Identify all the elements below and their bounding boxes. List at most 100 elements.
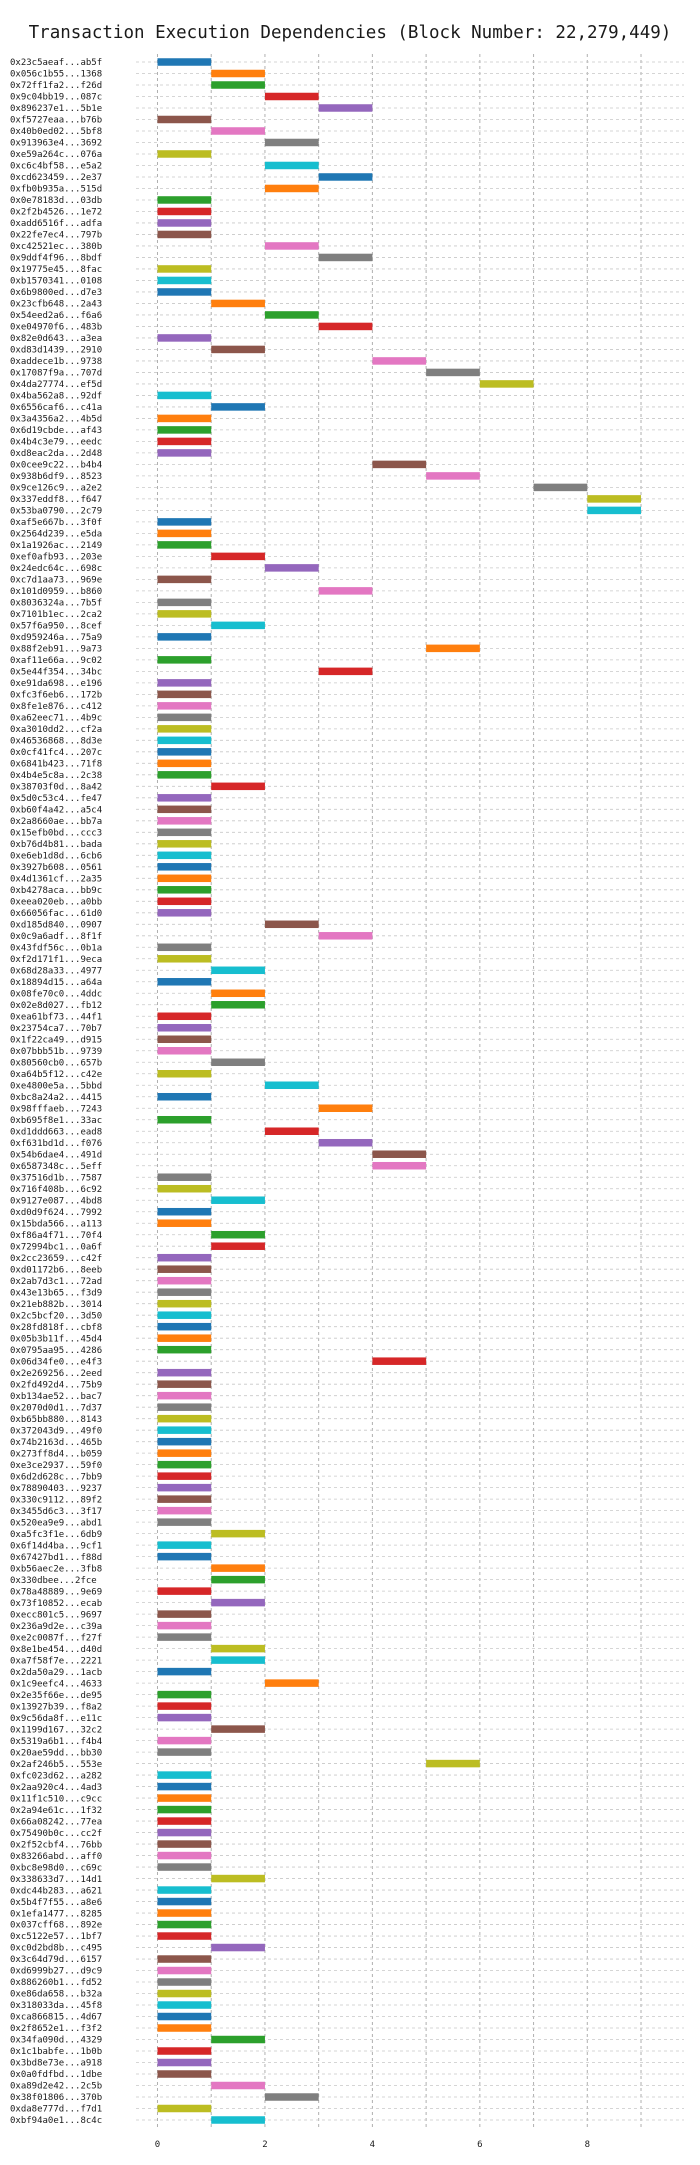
transaction-bar	[157, 1621, 212, 1630]
transaction-label: 0x7101b1ec...2ca2	[10, 610, 102, 620]
transaction-label: 0x3927b608...0561	[10, 863, 102, 873]
transaction-label: 0xc7d1aa73...969e	[10, 576, 102, 586]
transaction-label: 0x2564d239...e5da	[10, 530, 102, 540]
transaction-bar	[211, 1230, 265, 1239]
transaction-label: 0xbc8a24a2...4415	[10, 1093, 102, 1103]
transaction-label: 0xbf94a0e1...8c4c	[10, 2116, 102, 2126]
tick-layer: 0 2 4 6 8	[155, 2140, 590, 2150]
transaction-bar	[157, 1897, 212, 1906]
transaction-bar	[426, 368, 480, 377]
transaction-bar	[426, 644, 480, 653]
transaction-label: 0xb4278aca...bb9c	[10, 886, 102, 896]
transaction-label: 0xb134ae52...bac7	[10, 1392, 102, 1402]
transaction-bar	[157, 909, 212, 917]
transaction-label: 0xdc44b283...a621	[10, 1886, 102, 1896]
transaction-bar	[587, 495, 642, 503]
x-tick-label: 2	[262, 2140, 267, 2150]
transaction-bar	[157, 2058, 212, 2067]
transaction-bar	[157, 633, 212, 641]
transaction-bar	[157, 230, 212, 239]
transaction-label: 0x23c5aeaf...ab5f	[10, 58, 102, 68]
transaction-bar	[157, 1265, 212, 1273]
transaction-bar	[157, 2024, 212, 2032]
transaction-label: 0x06d34fe0...e4f3	[10, 1357, 102, 1367]
transaction-label: 0x3a4356a2...4b5d	[10, 415, 102, 425]
transaction-label: 0x66a08242...77ea	[10, 1817, 102, 1827]
transaction-label: 0x6587348c...5eff	[10, 1162, 102, 1172]
transaction-bar	[157, 1495, 212, 1503]
transaction-bar	[157, 725, 212, 733]
transaction-bar	[211, 966, 265, 975]
transaction-label: 0xf2d171f1...9eca	[10, 955, 102, 965]
transaction-bar	[318, 1138, 373, 1147]
transaction-bar	[157, 437, 212, 446]
transaction-bar	[157, 2001, 212, 2009]
transaction-bar	[211, 1058, 265, 1067]
transaction-bar	[157, 1978, 212, 1986]
transaction-label: 0xe2c0087f...f27f	[10, 1633, 102, 1643]
transaction-label: 0xd959246a...75a9	[10, 633, 102, 643]
transaction-bar	[318, 104, 373, 112]
transaction-bar	[157, 1989, 212, 1998]
transaction-label: 0x67427bd1...f88d	[10, 1553, 102, 1563]
transaction-bar	[157, 196, 212, 204]
transaction-bar	[211, 621, 265, 630]
transaction-label: 0x4ba562a8...92df	[10, 392, 102, 402]
transaction-bar	[372, 1357, 427, 1365]
transaction-label: 0x6b9800ed...d7e3	[10, 288, 102, 298]
transaction-bar	[157, 334, 212, 342]
transaction-bar	[264, 184, 319, 193]
transaction-bar	[157, 1092, 212, 1101]
transaction-bar	[211, 1529, 265, 1538]
transaction-bar	[157, 2012, 212, 2021]
transaction-label: 0x2070d0d1...7d37	[10, 1403, 102, 1413]
transaction-label: 0x372043d9...49f0	[10, 1426, 102, 1436]
transaction-label: 0x20ae59dd...bb30	[10, 1748, 102, 1758]
transaction-label: 0xaf5e667b...3f0f	[10, 518, 102, 528]
transaction-bar	[157, 840, 212, 848]
transaction-label: 0x15bda566...a113	[10, 1219, 102, 1229]
transaction-label: 0x520ea9e9...abd1	[10, 1518, 102, 1528]
transaction-label: 0x2a8660ae...bb7a	[10, 817, 102, 827]
transaction-label: 0x2f2b4526...1e72	[10, 208, 102, 218]
transaction-bar	[157, 2047, 212, 2055]
x-tick-label: 6	[477, 2140, 482, 2150]
transaction-bar	[211, 1575, 265, 1584]
transaction-bar	[264, 1081, 319, 1090]
transaction-label: 0x74b2163d...465b	[10, 1438, 102, 1448]
transaction-bar	[157, 1115, 212, 1124]
transaction-label: 0xc6c4bf58...e5a2	[10, 162, 102, 172]
transaction-label: 0x2e35f66e...de95	[10, 1691, 102, 1701]
transaction-label: 0x8e1be454...d40d	[10, 1645, 102, 1655]
bar-layer	[157, 58, 642, 2124]
transaction-label: 0xe86da658...b32a	[10, 1990, 102, 2000]
transaction-bar	[157, 690, 212, 699]
transaction-bar	[157, 219, 212, 227]
transaction-bar	[157, 449, 212, 457]
transaction-bar	[426, 472, 480, 480]
transaction-label: 0x913963e4...3692	[10, 139, 102, 149]
transaction-bar	[157, 1173, 212, 1181]
transaction-label: 0x73f10852...ecab	[10, 1599, 102, 1609]
transaction-bar	[211, 1196, 265, 1204]
transaction-label: 0x19775e45...8fac	[10, 265, 102, 275]
transaction-label: 0x37516d1b...7587	[10, 1173, 102, 1183]
transaction-label: 0x8036324a...7b5f	[10, 599, 102, 609]
transaction-label: 0x5b4f7f55...a8e6	[10, 1898, 102, 1908]
transaction-bar	[211, 69, 265, 78]
transaction-label: 0x1199d167...32c2	[10, 1725, 102, 1735]
transaction-bar	[157, 1840, 212, 1848]
transaction-bar	[157, 541, 212, 549]
transaction-bar	[264, 311, 319, 319]
transaction-bar	[264, 92, 319, 101]
transaction-label: 0xbc8e98d0...c69c	[10, 1863, 102, 1873]
transaction-label: 0x13927b39...f8a2	[10, 1702, 102, 1712]
transaction-bar	[157, 1771, 212, 1779]
transaction-label: 0x1f22ca49...d915	[10, 1035, 102, 1045]
transaction-bar	[157, 1047, 212, 1055]
transaction-bar	[157, 1276, 212, 1285]
transaction-label: 0x0e78183d...03db	[10, 196, 102, 206]
transaction-bar	[157, 1748, 212, 1756]
transaction-bar	[157, 1886, 212, 1894]
transaction-bar	[157, 150, 212, 158]
